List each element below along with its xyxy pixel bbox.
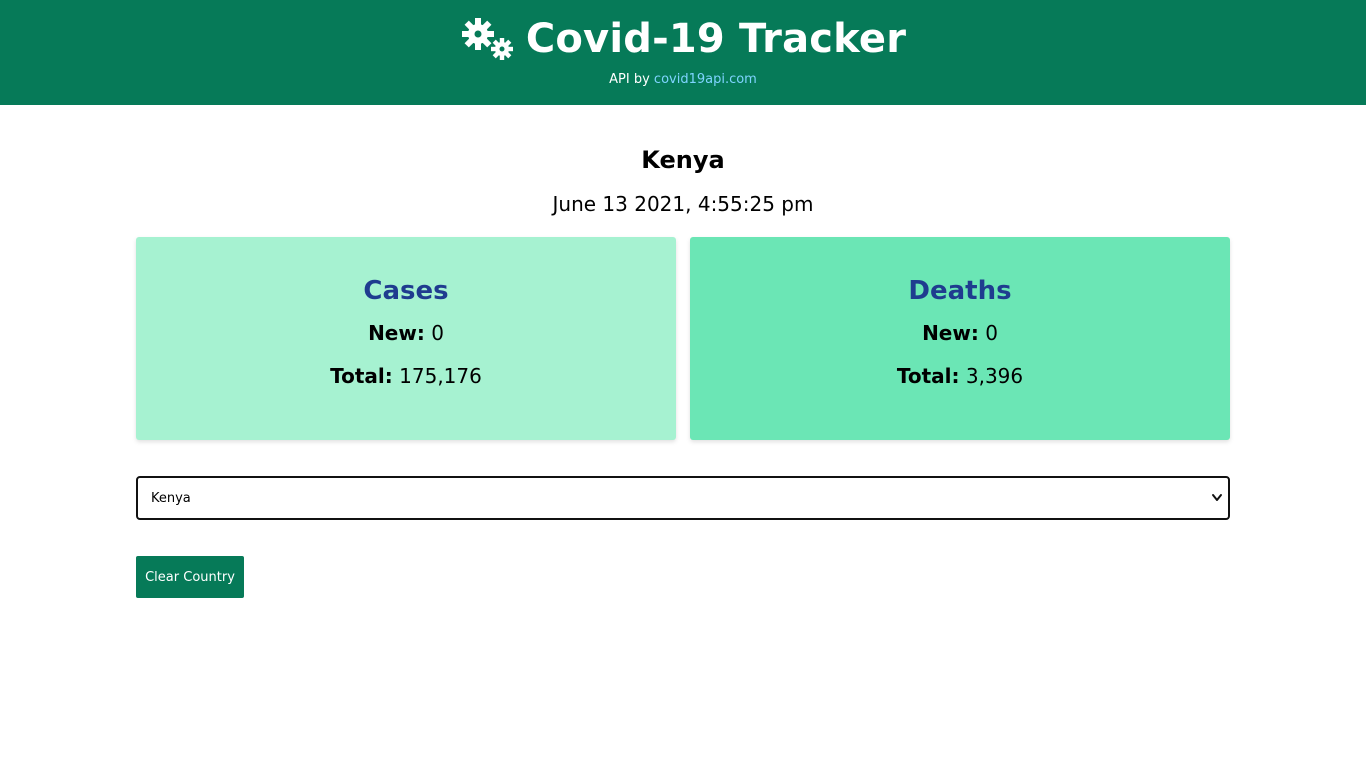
main-content: Kenya June 13 2021, 4:55:25 pm Cases New… xyxy=(136,146,1230,598)
deaths-new-value: 0 xyxy=(985,321,998,345)
cases-card: Cases New: 0 Total: 175,176 xyxy=(136,237,676,440)
cases-title: Cases xyxy=(363,276,449,306)
deaths-total: Total: 3,396 xyxy=(897,361,1023,391)
api-credit-prefix: API by xyxy=(609,72,650,87)
country-select-wrapper: Kenya xyxy=(136,476,1230,520)
api-credit: API by covid19api.com xyxy=(609,72,757,87)
cases-new-label: New: xyxy=(368,321,425,345)
cases-total-value: 175,176 xyxy=(399,364,482,388)
title-row: Covid-19 Tracker xyxy=(460,13,906,65)
country-select[interactable]: Kenya xyxy=(136,476,1230,520)
cases-new: New: 0 xyxy=(368,318,444,348)
deaths-title: Deaths xyxy=(908,276,1012,306)
deaths-total-label: Total: xyxy=(896,364,960,388)
cases-total: Total: 175,176 xyxy=(330,361,482,391)
deaths-new-label: New: xyxy=(922,321,979,345)
app-title: Covid-19 Tracker xyxy=(525,16,907,62)
country-name: Kenya xyxy=(641,146,725,174)
last-updated-date: June 13 2021, 4:55:25 pm xyxy=(552,192,814,216)
stats-cards: Cases New: 0 Total: 175,176 Deaths New: … xyxy=(136,237,1230,440)
gears-icon xyxy=(460,15,518,63)
cases-total-label: Total: xyxy=(330,364,393,388)
deaths-card: Deaths New: 0 Total: 3,396 xyxy=(690,237,1230,440)
api-link[interactable]: covid19api.com xyxy=(653,72,757,87)
clear-country-button[interactable]: Clear Country xyxy=(136,556,244,598)
chevron-down-icon[interactable] xyxy=(1210,489,1224,507)
app-header: Covid-19 Tracker API by covid19api.com xyxy=(0,0,1366,105)
deaths-new: New: 0 xyxy=(922,318,998,348)
deaths-total-value: 3,396 xyxy=(965,364,1024,388)
cases-new-value: 0 xyxy=(431,321,444,345)
country-select-value: Kenya xyxy=(151,490,191,506)
